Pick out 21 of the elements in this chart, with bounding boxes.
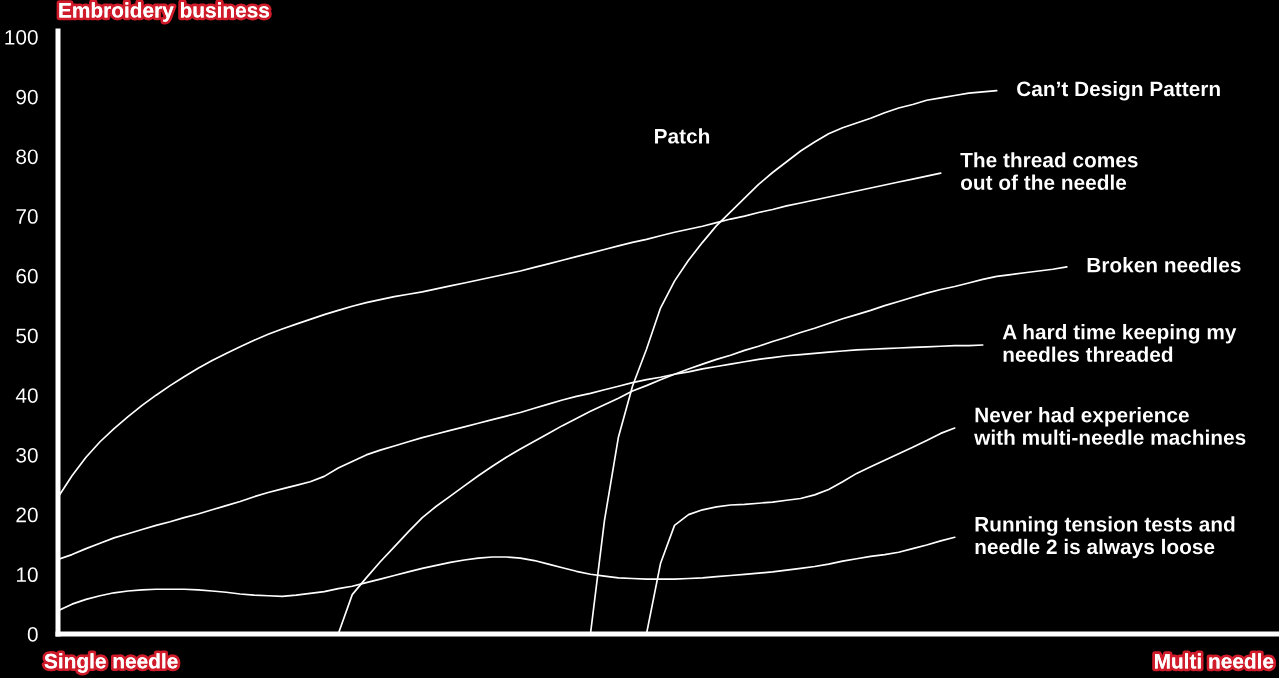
y-tick-label: 60 [16, 268, 38, 284]
y-tick-label: 10 [16, 567, 38, 583]
series-label: The thread comes out of the needle [960, 152, 1138, 190]
series-label: Running tension tests and needle 2 is always loose [975, 516, 1235, 559]
annotation: Patch [655, 128, 710, 144]
series-label: Broken needles [1087, 257, 1241, 273]
y-tick-label: 100 [5, 29, 38, 45]
text: Single needle [44, 653, 178, 673]
text: Multi needle [1155, 653, 1274, 669]
series-label: Can’t Design Pattern [1017, 80, 1220, 101]
y-tick-label: 80 [16, 149, 38, 165]
y-tick-label: 70 [16, 209, 38, 224]
y-tick-label: 90 [16, 89, 38, 105]
y-axis-title: Embroidery business [59, 2, 270, 22]
series-label: A hard time keeping my needles threaded [1002, 324, 1237, 362]
y-tick-label: 0 [27, 627, 38, 642]
y-tick-label: 40 [15, 388, 38, 403]
y-tick-label: 30 [16, 447, 38, 463]
y-tick-label: 50 [16, 328, 38, 344]
series-label: Never had experience with multi-needle machines [974, 407, 1246, 445]
y-tick-label: 20 [16, 507, 38, 523]
